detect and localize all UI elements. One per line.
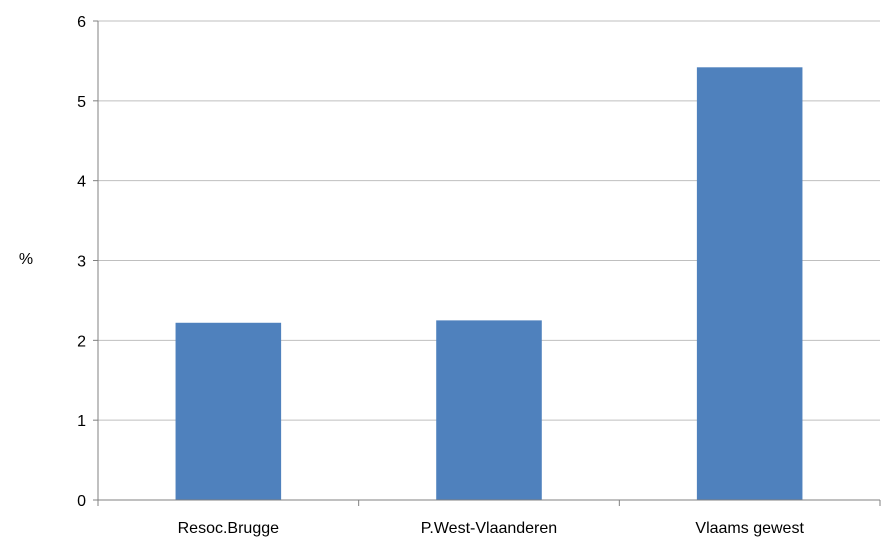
y-tick-label: 2 bbox=[77, 333, 86, 350]
y-tick-label: 1 bbox=[77, 413, 86, 430]
x-tick-label: Resoc.Brugge bbox=[178, 520, 279, 537]
bar-p-west-vlaanderen bbox=[436, 320, 542, 500]
y-tick-label: 5 bbox=[77, 94, 86, 111]
y-tick-label: 6 bbox=[77, 14, 86, 31]
label-layer: % 0 1 2 3 4 5 6 Resoc.Brugge P.West-Vlaanderen Vl… bbox=[19, 14, 805, 537]
bar-layer bbox=[175, 67, 803, 500]
y-tick-label: 0 bbox=[77, 493, 86, 510]
y-tick-label: 3 bbox=[77, 254, 86, 271]
bar-vlaams-gewest bbox=[696, 67, 803, 500]
bar-resoc-brugge bbox=[175, 322, 282, 500]
y-tick-label: 4 bbox=[77, 174, 86, 191]
axis-layer bbox=[93, 20, 881, 506]
y-axis-label: % bbox=[19, 251, 33, 268]
x-tick-label: Vlaams gewest bbox=[695, 520, 804, 537]
x-tick-label: P.West-Vlaanderen bbox=[421, 520, 557, 537]
